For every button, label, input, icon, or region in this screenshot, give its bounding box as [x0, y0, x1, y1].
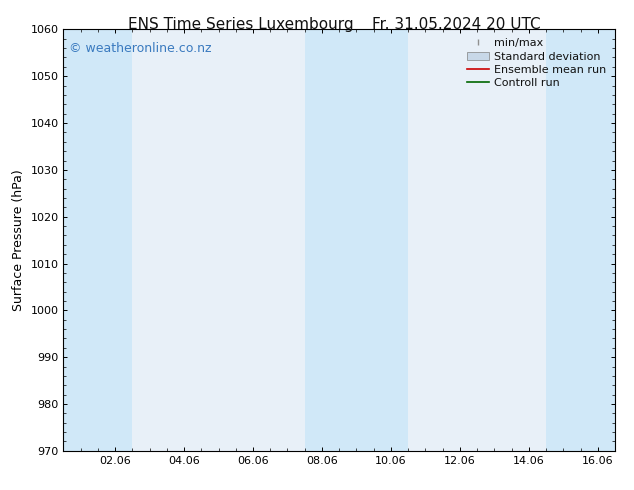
Bar — [546, 29, 615, 451]
Bar — [305, 29, 408, 451]
Legend: min/max, Standard deviation, Ensemble mean run, Controll run: min/max, Standard deviation, Ensemble me… — [464, 35, 609, 92]
Text: © weatheronline.co.nz: © weatheronline.co.nz — [69, 42, 211, 55]
Bar — [63, 29, 133, 451]
Text: ENS Time Series Luxembourg: ENS Time Series Luxembourg — [128, 17, 354, 32]
Y-axis label: Surface Pressure (hPa): Surface Pressure (hPa) — [12, 169, 25, 311]
Text: Fr. 31.05.2024 20 UTC: Fr. 31.05.2024 20 UTC — [372, 17, 541, 32]
